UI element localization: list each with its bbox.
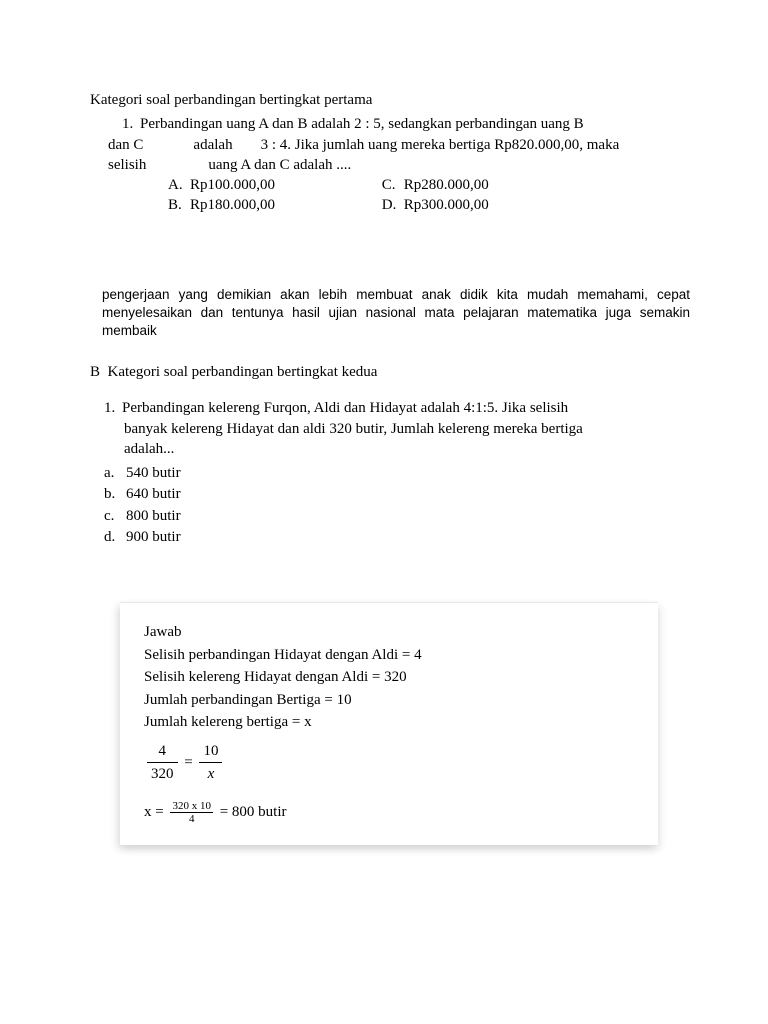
answer-line2: Selisih kelereng Hidayat dengan Aldi = 3… [144,666,634,689]
qb1-text1: Perbandingan kelereng Furqon, Aldi dan H… [122,400,568,416]
option-c: C.Rp280.000,00 [382,175,582,195]
q1-text2a: dan C [108,137,143,153]
q1-options: A.Rp100.000,00 B.Rp180.000,00 C.Rp280.00… [168,175,698,216]
option-b: B.Rp180.000,00 [168,195,378,215]
explanation-paragraph: pengerjaan yang demikian akan lebih memb… [102,286,690,341]
answer-title: Jawab [144,621,634,644]
option-bb: b.640 butir [104,484,698,504]
q1-number: 1. [122,114,140,134]
q1-line2: dan C adalah 3 : 4. Jika jumlah uang merek… [108,135,698,155]
final-suffix: = 800 butir [220,804,287,820]
final-prefix: x = [144,804,164,820]
option-bc: c.800 butir [104,506,698,526]
q1-text1: Perbandingan uang A dan B adalah 2 : 5, … [140,116,584,132]
qb1-line1: 1.Perbandingan kelereng Furqon, Aldi dan… [104,398,698,418]
answer-line4: Jumlah kelereng bertiga = x [144,711,634,734]
answer-line1: Selisih perbandingan Hidayat dengan Aldi… [144,644,634,667]
section-b-title: B Kategori soal perbandingan bertingkat … [90,362,698,382]
q1-text3a: selisih [108,157,146,173]
qb1-options: a.540 butir b.640 butir c.800 butir d.90… [104,463,698,547]
question-1: 1.Perbandingan uang A dan B adalah 2 : 5… [108,114,698,215]
option-bd: d.900 butir [104,527,698,547]
section-a-title: Kategori soal perbandingan bertingkat pe… [90,90,698,110]
question-b1: 1.Perbandingan kelereng Furqon, Aldi dan… [104,398,698,547]
section-b: B Kategori soal perbandingan bertingkat … [90,362,698,547]
answer-equation1: 4 320 = 10 x [144,740,634,786]
answer-equation2: x = 320 x 10 4 = 800 butir [144,800,634,825]
q1-line3: selisih uang A dan C adalah .... [108,155,698,175]
option-d: D.Rp300.000,00 [382,195,582,215]
qb1-number: 1. [104,398,122,418]
fraction-1: 4 320 [147,740,178,786]
q1-line1: 1.Perbandingan uang A dan B adalah 2 : 5… [108,114,698,134]
qb1-line2: banyak kelereng Hidayat dan aldi 320 but… [124,419,698,439]
answer-line3: Jumlah perbandingan Bertiga = 10 [144,689,634,712]
qb1-line3: adalah... [124,439,698,459]
option-ba: a.540 butir [104,463,698,483]
section-b-heading: Kategori soal perbandingan bertingkat ke… [108,364,378,380]
answer-box: Jawab Selisih perbandingan Hidayat denga… [120,602,658,845]
section-b-label: B [90,364,100,380]
q1-text2c: 3 : 4. Jika jumlah uang mereka bertiga R… [261,137,620,153]
q1-text3b: uang A dan C adalah .... [208,157,351,173]
q1-text2b: adalah [193,137,232,153]
fraction-3: 320 x 10 4 [170,800,213,825]
fraction-2: 10 x [199,740,222,786]
option-a: A.Rp100.000,00 [168,175,378,195]
equals-sign: = [184,754,192,770]
